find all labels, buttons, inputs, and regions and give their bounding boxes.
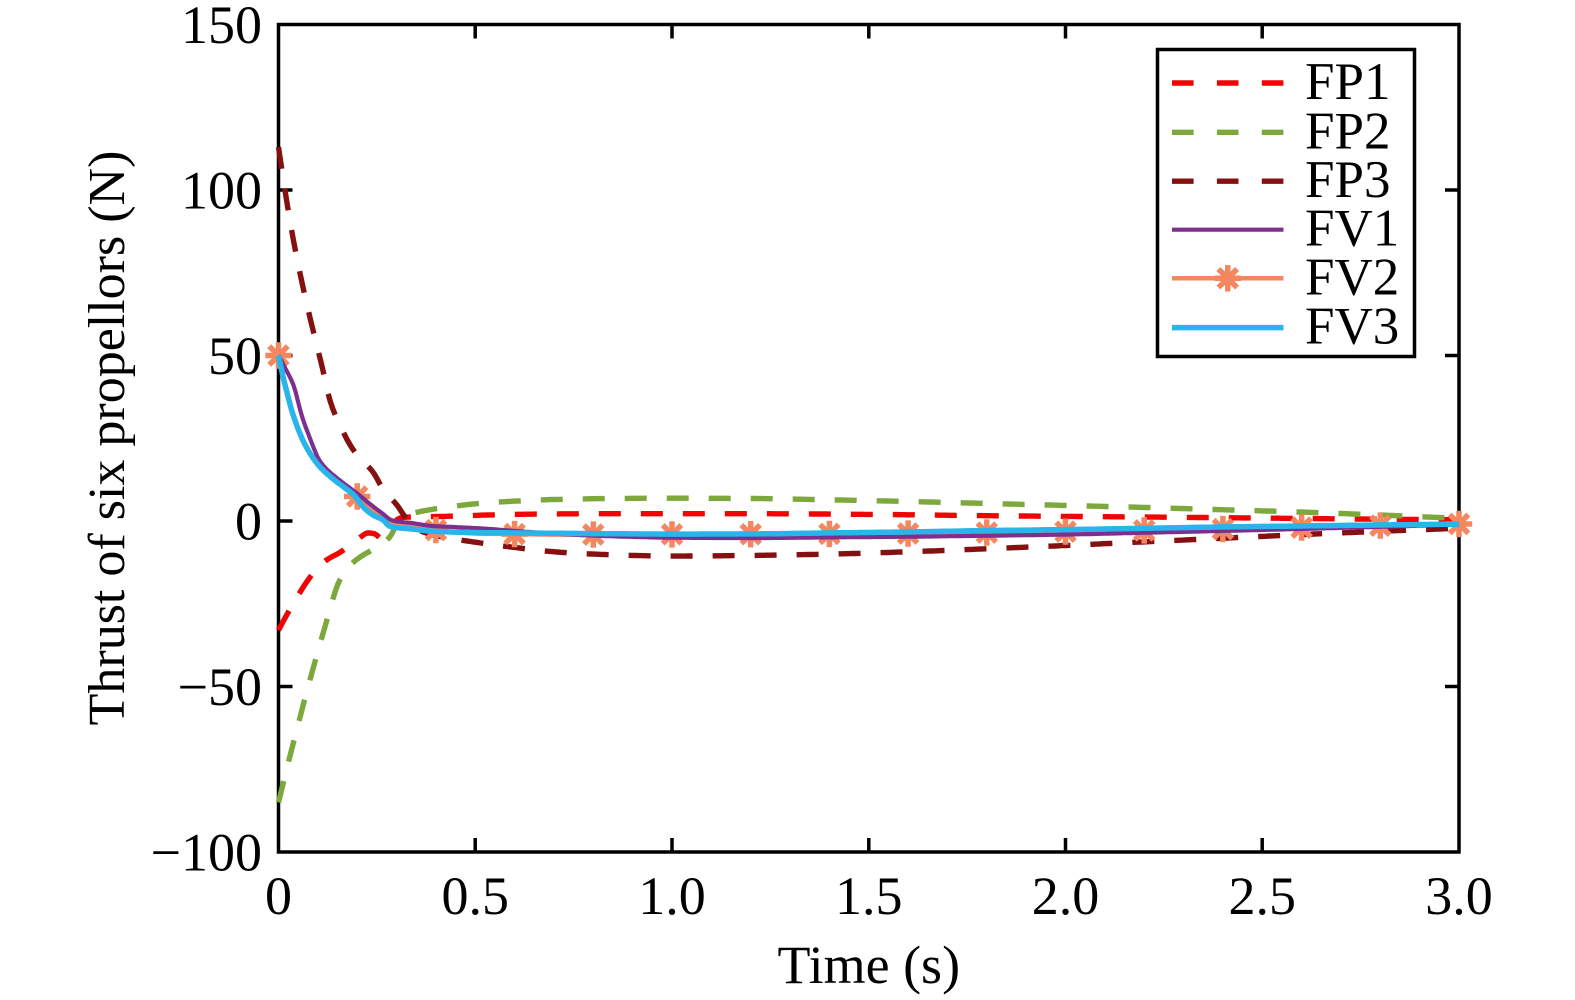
svg-text:−50: −50: [178, 657, 262, 717]
svg-text:1.0: 1.0: [638, 866, 706, 926]
svg-text:2.5: 2.5: [1228, 866, 1296, 926]
svg-text:100: 100: [181, 161, 262, 221]
svg-text:FV1: FV1: [1305, 200, 1399, 258]
svg-text:2.0: 2.0: [1032, 866, 1100, 926]
svg-text:0.5: 0.5: [441, 866, 509, 926]
svg-text:150: 150: [181, 0, 262, 55]
svg-text:0: 0: [235, 492, 262, 552]
svg-text:FV3: FV3: [1305, 298, 1399, 356]
svg-text:FP1: FP1: [1305, 53, 1390, 111]
svg-text:FP3: FP3: [1305, 151, 1390, 209]
svg-text:Thrust of six propellors (N): Thrust of six propellors (N): [79, 151, 136, 726]
svg-text:−100: −100: [151, 823, 262, 883]
svg-text:1.5: 1.5: [835, 866, 903, 926]
svg-text:0: 0: [265, 866, 292, 926]
svg-text:FP2: FP2: [1305, 102, 1390, 160]
svg-text:3.0: 3.0: [1425, 866, 1493, 926]
svg-text:FV2: FV2: [1305, 248, 1399, 306]
svg-text:50: 50: [208, 326, 262, 386]
svg-text:Time (s): Time (s): [778, 935, 961, 995]
